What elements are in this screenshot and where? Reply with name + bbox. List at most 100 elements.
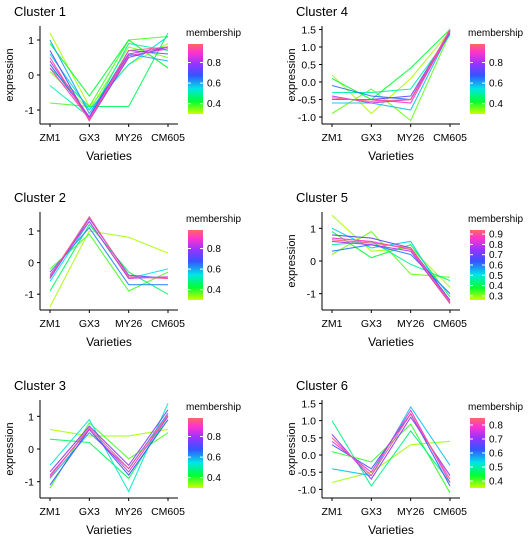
legend-tick-label: 0.8 [207,244,221,255]
cluster-panel-5: Cluster 3 -1 0 1 ZM1 GX3 MY26 CM605 Varieties exp… [4,378,241,537]
x-tick-label: GX3 [79,132,100,144]
cluster-panel-1: Cluster 1 -1 0 1 ZM1 GX3 MY26 CM605 Varieties exp… [4,4,241,163]
legend-title: membership [186,214,241,225]
legend-tick-label: 0.7 [489,435,503,446]
x-tick-label: GX3 [361,506,382,518]
series-line-1 [49,230,169,308]
y-tick-label: 1.5 [301,25,316,37]
x-tick-label: ZM1 [40,506,61,518]
y-tick-label: -1.0 [298,112,316,124]
y-tick-label: -1 [25,105,34,117]
x-axis-label: Varieties [86,523,132,537]
membership-legend: membership 0.4 0.6 0.8 [186,402,241,488]
panel-title: Cluster 5 [296,190,348,205]
y-tick-label: 1.0 [301,416,316,428]
panel-title: Cluster 4 [296,4,348,19]
y-axis-label: expression [286,422,298,475]
y-tick-label: 0.5 [301,60,316,72]
series-line-10 [331,29,451,102]
y-tick-label: 0 [28,444,34,456]
x-tick-label: GX3 [361,132,382,144]
series-line-4 [332,34,451,94]
legend-tick-label: 0.8 [489,58,503,69]
series-line-12 [49,48,169,120]
series-line-3 [49,416,169,480]
legend-colorbar [188,44,203,114]
membership-legend: membership 0.30.40.50.60.70.80.9 [468,214,523,302]
y-axis-label: expression [286,234,298,287]
panel-title: Cluster 1 [14,4,66,19]
legend-tick-label: 0.4 [489,477,503,488]
legend-tick-label: 0.6 [207,79,221,90]
series-line-2 [49,233,169,292]
series-line-4 [49,403,169,493]
cluster-panel-2: Cluster 4 -1.0 -0.5 0.0 0.5 1.0 1.5 ZM1 GX3 MY26 C… [286,4,523,163]
legend-tick-label: 0.6 [489,261,503,272]
legend-tick-label: 0.4 [489,281,503,292]
y-axis-label: expression [4,48,16,101]
series-lines [49,403,169,493]
legend-tick-label: 0.3 [489,291,503,302]
series-line-10 [331,239,451,304]
legend-tick-label: 0.4 [207,99,221,110]
series-line-8 [49,215,169,279]
cluster-panel-6: Cluster 6 -1.0 -0.5 0.0 0.5 1.0 1.5 ZM1 GX3 MY26 C… [286,378,523,537]
series-line-8 [49,39,169,115]
legend-colorbar [470,230,485,300]
membership-legend: membership 0.4 0.6 0.8 [186,28,241,114]
series-lines [49,215,169,308]
series-line-8 [331,412,451,480]
series-line-3 [331,29,451,101]
y-tick-label: -1 [25,289,34,301]
series-line-9 [49,414,169,478]
legend-title: membership [186,28,241,39]
series-line-3 [49,35,169,108]
series-line-5 [331,227,451,304]
legend-tick-label: 0.5 [489,271,503,282]
legend-colorbar [470,418,485,488]
y-tick-label: 0 [28,258,34,270]
x-tick-label: ZM1 [322,132,343,144]
x-tick-label: ZM1 [40,318,61,330]
x-tick-label: ZM1 [40,132,61,144]
series-line-7 [332,30,451,101]
x-tick-label: CM605 [151,506,185,518]
cluster-panel-4: Cluster 5 -1 0 1 ZM1 GX3 MY26 CM605 Varieties exp… [286,190,523,349]
series-line-3 [49,223,169,295]
series-line-3 [331,420,451,488]
x-tick-label: GX3 [361,318,382,330]
y-tick-label: 1.0 [301,42,316,54]
series-line-13 [49,46,169,122]
series-line-2 [331,230,451,278]
y-axis-label: expression [4,422,16,475]
y-tick-label: 0.0 [301,77,316,89]
legend-title: membership [468,214,523,225]
series-line-6 [49,419,169,486]
membership-legend: membership 0.4 0.6 0.8 [468,28,523,114]
series-lines [49,32,169,122]
legend-title: membership [186,402,241,413]
series-line-2 [331,32,451,122]
legend-tick-label: 0.6 [207,265,221,276]
panel-title: Cluster 6 [296,378,348,393]
series-line-4 [49,39,169,97]
y-tick-label: 1 [28,35,34,47]
y-tick-label: 1 [28,411,34,423]
x-tick-label: CM605 [433,318,467,330]
series-line-6 [331,416,451,481]
series-line-5 [49,32,169,108]
series-line-3 [331,231,451,298]
x-tick-label: CM605 [151,132,185,144]
series-line-7 [331,234,451,301]
y-tick-label: 0 [28,70,34,82]
y-axis-label: expression [286,48,298,101]
legend-tick-label: 0.8 [489,421,503,432]
legend-tick-label: 0.8 [207,58,221,69]
legend-tick-label: 0.6 [489,449,503,460]
x-tick-label: GX3 [79,318,100,330]
legend-tick-label: 0.4 [489,99,503,110]
x-axis-label: Varieties [368,335,414,349]
legend-tick-label: 0.8 [489,240,503,251]
